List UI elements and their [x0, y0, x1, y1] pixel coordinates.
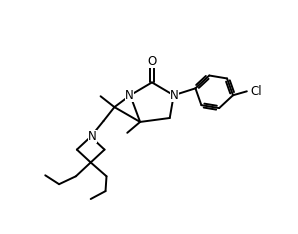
Text: N: N	[170, 89, 179, 102]
Text: O: O	[147, 55, 156, 68]
Text: N: N	[88, 130, 97, 143]
Text: Cl: Cl	[251, 85, 263, 98]
Text: N: N	[125, 89, 134, 102]
